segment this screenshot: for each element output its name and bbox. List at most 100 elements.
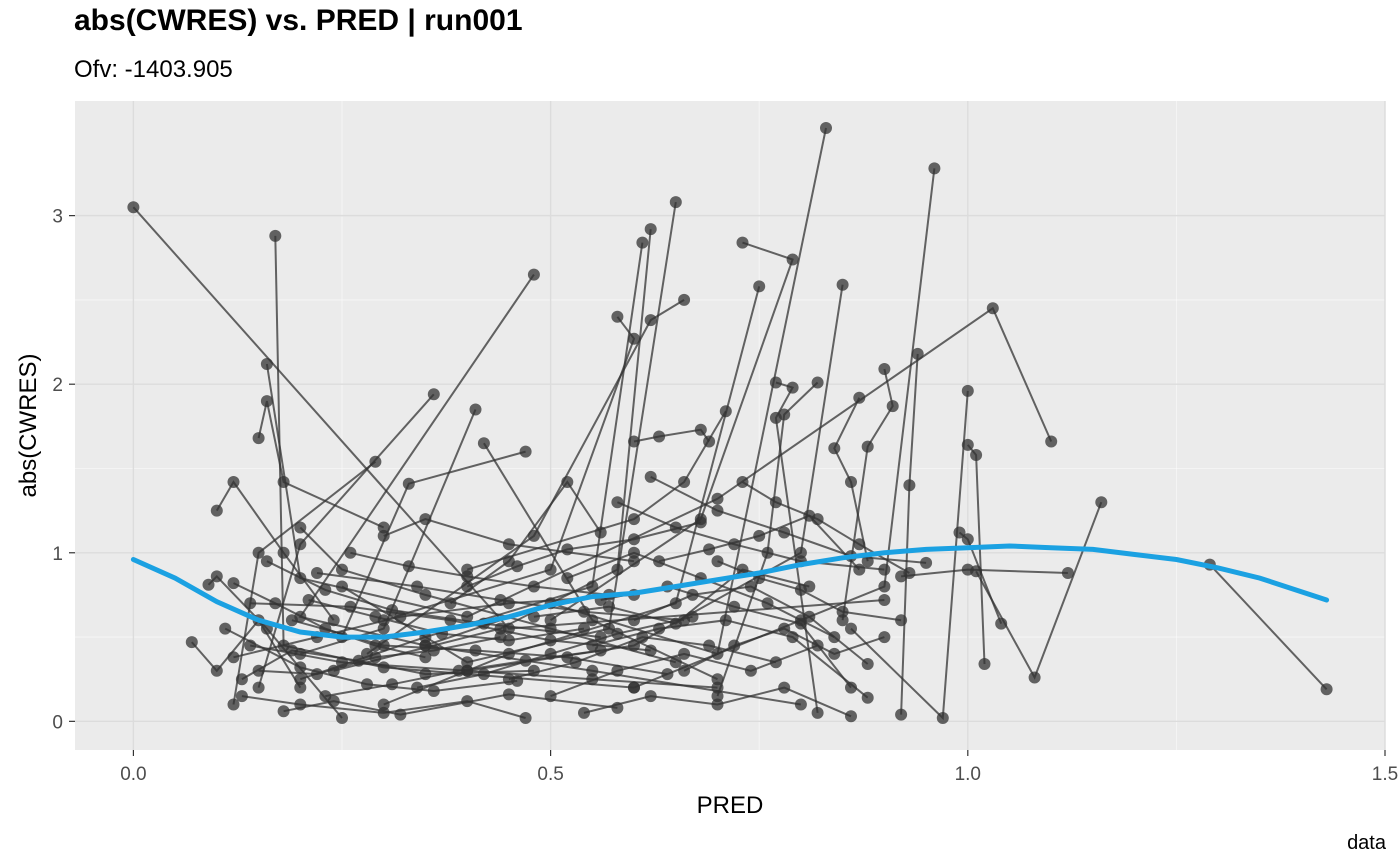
- data-point: [845, 476, 857, 488]
- x-tick-label: 0.0: [120, 764, 146, 785]
- data-point: [853, 391, 866, 404]
- data-point: [953, 526, 966, 539]
- data-point: [711, 504, 724, 517]
- data-point: [210, 664, 223, 677]
- data-point: [686, 610, 699, 623]
- data-point: [786, 381, 799, 394]
- data-point: [636, 631, 649, 644]
- data-point: [311, 668, 323, 681]
- data-point: [527, 529, 540, 542]
- data-point: [628, 681, 640, 694]
- data-point: [611, 496, 624, 509]
- data-point: [219, 622, 232, 635]
- data-point: [986, 302, 999, 315]
- data-point: [853, 538, 866, 551]
- data-point: [903, 479, 916, 492]
- data-point: [519, 445, 532, 458]
- data-point: [711, 673, 724, 686]
- data-point: [277, 476, 290, 488]
- data-point: [494, 594, 507, 606]
- data-point: [878, 563, 891, 576]
- data-point: [544, 563, 557, 576]
- data-point: [586, 580, 599, 593]
- data-point: [853, 563, 866, 576]
- data-point: [561, 543, 574, 556]
- data-point: [669, 597, 682, 610]
- data-point: [252, 432, 265, 445]
- data-point: [578, 706, 590, 719]
- data-point: [861, 440, 874, 453]
- data-point: [936, 712, 949, 724]
- data-point: [260, 555, 273, 568]
- data-point: [260, 395, 273, 408]
- data-point: [653, 555, 666, 568]
- data-point: [594, 526, 607, 539]
- data-point: [377, 521, 390, 534]
- data-point: [527, 664, 540, 677]
- data-point: [377, 698, 390, 711]
- data-point: [377, 661, 390, 674]
- individual-line: [366, 299, 685, 655]
- data-point: [778, 408, 791, 421]
- data-point: [210, 570, 223, 583]
- data-point: [461, 610, 474, 623]
- data-point: [778, 526, 791, 539]
- caption: data: [1347, 832, 1386, 854]
- data-point: [895, 614, 908, 627]
- data-point: [828, 647, 841, 660]
- data-point: [794, 617, 807, 630]
- data-point: [1320, 683, 1333, 696]
- individual-line: [191, 618, 302, 689]
- data-point: [578, 622, 590, 635]
- data-point: [477, 437, 490, 450]
- data-point: [611, 701, 624, 714]
- data-point: [878, 631, 891, 644]
- data-point: [703, 639, 716, 652]
- data-point: [678, 664, 691, 677]
- data-point: [319, 583, 332, 596]
- data-point: [669, 196, 682, 209]
- data-point: [594, 631, 607, 644]
- data-point: [469, 403, 482, 416]
- data-point: [527, 268, 540, 281]
- data-point: [611, 563, 624, 576]
- data-point: [753, 529, 766, 542]
- data-point: [911, 347, 924, 360]
- data-point: [352, 654, 365, 667]
- data-point: [719, 405, 732, 418]
- individual-line: [215, 480, 335, 621]
- data-point: [427, 644, 440, 657]
- data-point: [611, 310, 624, 323]
- data-point: [769, 376, 782, 389]
- data-point: [294, 521, 307, 534]
- data-point: [544, 634, 557, 647]
- x-tick-label: 1.5: [1372, 764, 1398, 785]
- data-point: [544, 690, 557, 703]
- data-point: [269, 597, 282, 610]
- data-point: [836, 614, 849, 627]
- data-point: [1095, 496, 1108, 509]
- data-point: [845, 622, 857, 635]
- data-point: [369, 651, 382, 664]
- data-point: [544, 614, 557, 627]
- data-point: [703, 543, 716, 556]
- data-point: [260, 358, 273, 370]
- data-point: [502, 538, 515, 551]
- data-point: [294, 681, 307, 694]
- data-point: [319, 622, 332, 635]
- data-point: [461, 664, 474, 677]
- individual-line: [833, 397, 869, 562]
- data-point: [402, 477, 415, 490]
- data-point: [444, 597, 457, 610]
- data-point: [861, 658, 874, 670]
- data-point: [811, 513, 824, 526]
- data-point: [628, 533, 640, 546]
- data-point: [336, 656, 348, 669]
- data-point: [210, 504, 223, 517]
- data-point: [294, 698, 307, 711]
- data-point: [561, 572, 574, 585]
- data-point: [636, 236, 649, 249]
- data-point: [294, 673, 307, 686]
- data-point: [1045, 435, 1058, 448]
- data-point: [235, 673, 248, 686]
